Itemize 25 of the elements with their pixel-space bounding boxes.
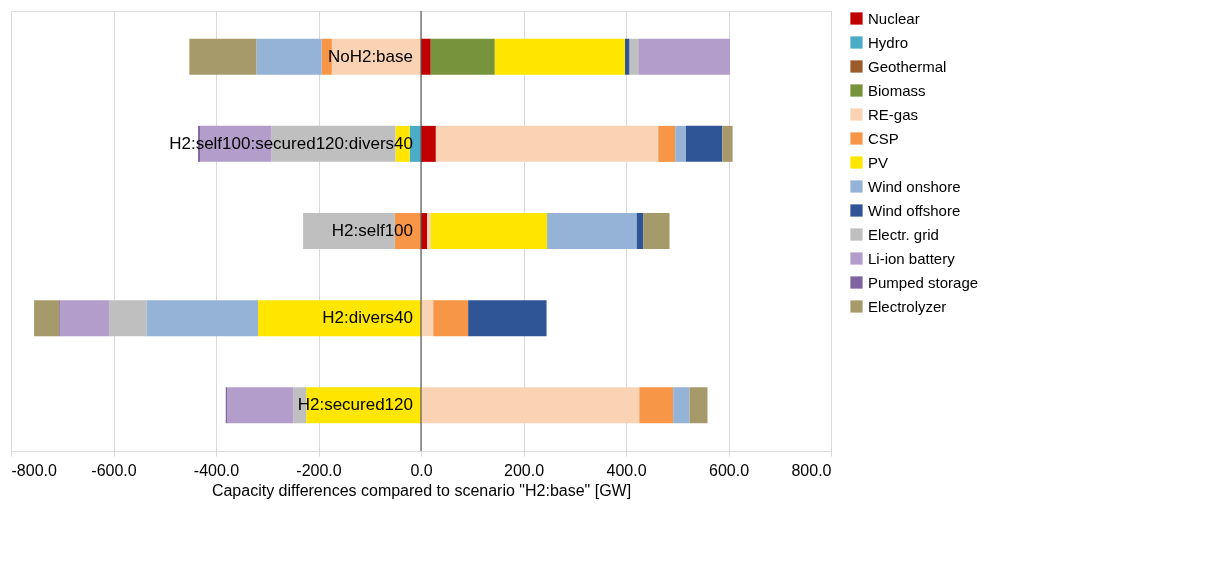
x-tick-label: 600.0: [708, 461, 750, 479]
y-tick-label: NoH2:base: [327, 46, 413, 66]
x-tick-label: 0.0: [410, 461, 433, 479]
x-tick-label: -800.0: [11, 461, 57, 479]
legend-label: CSP: [868, 129, 899, 147]
x-tick-label: 400.0: [606, 461, 647, 479]
legend-label: RE-gas: [868, 105, 919, 123]
legend-label: Nuclear: [868, 9, 920, 27]
legend-label: Electr. grid: [868, 225, 939, 243]
x-tick-label: -600.0: [91, 461, 137, 479]
x-tick-label: -200.0: [296, 461, 342, 479]
x-axis-title: Capacity differences compared to scenario "H2:base" [GW]: [211, 481, 632, 499]
legend-label: Electrolyzer: [868, 297, 947, 315]
legend-label: Pumped storage: [868, 273, 979, 291]
x-tick-label: 200.0: [503, 461, 545, 479]
y-tick-label: H2:divers40: [322, 308, 413, 328]
legend-label: Li-ion battery: [868, 249, 956, 267]
x-tick-label: 800.0: [791, 461, 832, 479]
legend-label: Wind onshore: [868, 177, 961, 195]
legend-label: Geothermal: [868, 57, 947, 75]
x-tick-label: -400.0: [193, 461, 240, 479]
legend-label: PV: [868, 153, 889, 171]
legend-label: Wind offshore: [868, 201, 961, 219]
legend-label: Hydro: [868, 33, 909, 51]
legend-label: Biomass: [868, 81, 926, 99]
